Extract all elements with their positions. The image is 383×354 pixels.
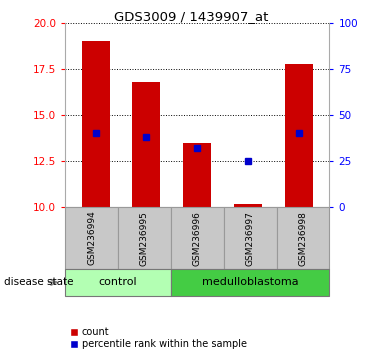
Text: disease state: disease state: [4, 277, 73, 287]
Bar: [234, 204, 262, 207]
Bar: [133, 82, 160, 207]
Text: GDS3009 / 1439907_at: GDS3009 / 1439907_at: [114, 10, 269, 23]
Bar: [171, 207, 224, 269]
Legend: count, percentile rank within the sample: count, percentile rank within the sample: [70, 327, 247, 349]
Bar: [171, 269, 329, 296]
Bar: [65, 269, 171, 296]
Text: GSM236995: GSM236995: [140, 211, 149, 266]
Bar: [118, 207, 171, 269]
Text: GSM236997: GSM236997: [246, 211, 255, 266]
Bar: [285, 63, 313, 207]
Bar: [82, 41, 110, 207]
Text: GSM236996: GSM236996: [193, 211, 202, 266]
Bar: [65, 207, 118, 269]
Text: control: control: [99, 277, 137, 287]
Bar: [183, 143, 211, 207]
Bar: [224, 207, 277, 269]
Text: GSM236998: GSM236998: [298, 211, 308, 266]
Text: medulloblastoma: medulloblastoma: [202, 277, 298, 287]
Bar: [277, 207, 329, 269]
Text: GSM236994: GSM236994: [87, 211, 96, 266]
